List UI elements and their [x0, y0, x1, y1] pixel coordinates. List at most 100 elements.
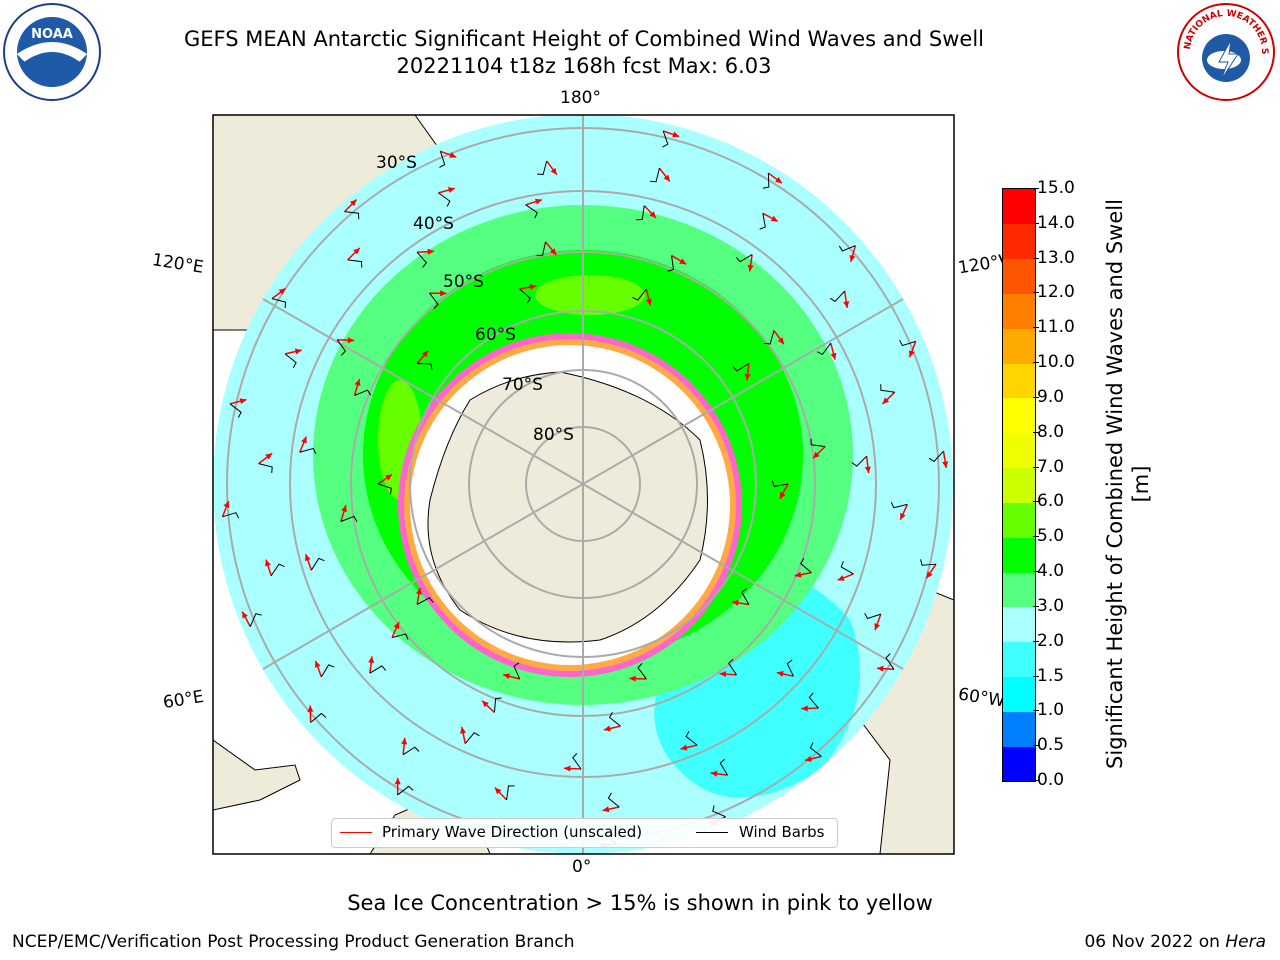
- wind-barb: [885, 653, 895, 670]
- map-frame: [212, 114, 955, 855]
- wave-arrow-head: [278, 288, 286, 295]
- wave-arrow-head: [663, 174, 670, 182]
- colorbar-tick-label: 1.0: [1032, 700, 1065, 721]
- wind-barb: [685, 730, 698, 746]
- wind-barb: [344, 211, 360, 220]
- wind-barb: [369, 665, 387, 674]
- wind-barb: [271, 298, 287, 309]
- colorbar-tick-label: 2.0: [1032, 630, 1065, 651]
- footer-date: 06 Nov 2022 on Hera: [1084, 932, 1266, 952]
- colorbar-segment: [1003, 502, 1035, 538]
- wave-arrow-head: [239, 398, 247, 405]
- wave-arrow-head: [347, 337, 355, 344]
- wave-arrow-head: [503, 673, 511, 680]
- colorbar-segment: [1003, 432, 1035, 469]
- wind-barb: [397, 785, 414, 796]
- wave-arrow-head: [341, 505, 347, 513]
- wave-arrow-head: [900, 512, 906, 520]
- wind-barb: [416, 597, 434, 605]
- sea-ice-caption: Sea Ice Concentration > 15% is shown in …: [347, 891, 933, 915]
- wave-arrow-head: [223, 500, 230, 508]
- wind-barb: [786, 659, 794, 677]
- colorbar-segment: [1003, 223, 1035, 260]
- wave-arrow-head: [549, 248, 557, 256]
- wave-arrow-head: [909, 350, 915, 358]
- colorbar-segment: [1003, 467, 1035, 503]
- wave-arrow-head: [794, 571, 802, 578]
- legend-wave-line: [340, 832, 372, 833]
- colorbar-segment: [1003, 746, 1035, 782]
- wind-barb: [809, 742, 822, 757]
- wind-barb: [816, 342, 832, 356]
- wave-arrow-head: [314, 660, 321, 668]
- wave-arrow-head: [645, 298, 652, 306]
- wind-barb: [347, 259, 363, 268]
- lat-label-50s: 50°S: [443, 272, 484, 292]
- wind-barb: [732, 363, 750, 372]
- wind-barb: [920, 559, 937, 566]
- wind-barb: [880, 384, 895, 393]
- wind-barb: [650, 167, 660, 183]
- wind-barb: [310, 712, 327, 723]
- wave-arrow-head: [294, 348, 302, 355]
- colorbar-segment: [1003, 328, 1035, 364]
- wind-barb: [712, 805, 726, 818]
- wind-barb: [728, 658, 737, 676]
- wind-barb: [719, 758, 728, 776]
- colorbar-segment: [1003, 293, 1035, 329]
- colorbar-tick-label: 5.0: [1032, 526, 1065, 547]
- wind-barb: [810, 438, 826, 448]
- colorbar-tick-label: 3.0: [1032, 595, 1065, 616]
- wave-arrow-head: [353, 247, 360, 255]
- colorbar-tick-label: 9.0: [1032, 386, 1065, 407]
- colorbar-segment: [1003, 258, 1035, 294]
- wave-arrow-head: [672, 131, 680, 138]
- wind-barb: [607, 792, 620, 808]
- colorbar-tick-label: 0.0: [1032, 770, 1065, 790]
- wind-barb: [536, 241, 547, 257]
- wind-barb: [320, 664, 335, 678]
- wave-arrow-head: [849, 255, 856, 262]
- wind-barb: [429, 292, 439, 309]
- wave-arrow-head: [804, 756, 812, 762]
- wind-barb: [851, 455, 867, 467]
- wind-barb: [525, 204, 538, 219]
- legend: Primary Wave Direction (unscaled) Wind B…: [331, 818, 838, 848]
- wind-barb: [808, 692, 819, 709]
- wave-arrow-head: [812, 451, 820, 459]
- wind-barb: [377, 483, 392, 495]
- wind-barb: [513, 662, 521, 680]
- colorbar-tick-label: 15.0: [1033, 178, 1075, 198]
- wave-arrow-head: [393, 622, 400, 630]
- wind-barb: [735, 254, 753, 263]
- wind-barb: [662, 130, 669, 148]
- colorbar-segment: [1003, 397, 1035, 434]
- colorbar-segment: [1003, 641, 1035, 678]
- wave-arrow-head: [603, 725, 611, 732]
- colorbar-segment: [1003, 606, 1035, 643]
- wave-arrow-head: [349, 199, 357, 207]
- colorbar: [1002, 188, 1036, 782]
- wave-arrow-head: [440, 290, 447, 297]
- wave-arrow-head: [354, 379, 361, 386]
- wind-barb: [464, 732, 480, 744]
- wind-barb: [417, 363, 433, 371]
- wave-arrow-head: [679, 258, 687, 265]
- wave-arrow-head: [301, 436, 307, 444]
- wind-barb: [229, 403, 242, 418]
- colorbar-tick-label: 10.0: [1033, 352, 1075, 373]
- wave-arrow-head: [777, 337, 784, 345]
- lon-label-0: 0°: [572, 857, 592, 877]
- wind-barb: [840, 561, 854, 575]
- graticule: [226, 115, 940, 854]
- wave-arrow-head: [864, 466, 871, 474]
- wind-barb: [506, 785, 515, 800]
- wind-barb: [519, 288, 531, 304]
- wave-direction-vectors: [221, 130, 949, 849]
- wave-arrow-head: [680, 744, 688, 751]
- legend-barb-line: [696, 832, 728, 833]
- wave-arrow-head: [401, 737, 408, 745]
- lat-label-60s: 60°S: [475, 325, 516, 345]
- wind-barb: [637, 663, 647, 680]
